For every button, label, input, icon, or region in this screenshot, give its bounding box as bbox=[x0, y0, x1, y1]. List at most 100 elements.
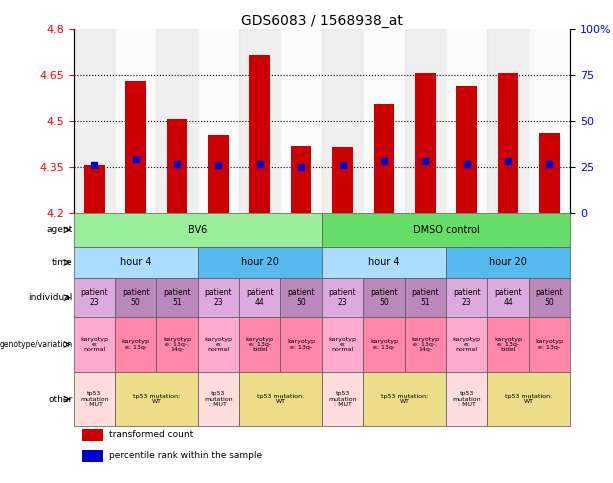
Text: karyotyp
e:
normal: karyotyp e: normal bbox=[329, 337, 357, 353]
Text: patient
51: patient 51 bbox=[163, 288, 191, 307]
Text: tp53
mutation
: MUT: tp53 mutation : MUT bbox=[328, 391, 357, 407]
Bar bbox=[82, 450, 102, 462]
Bar bbox=[322, 372, 363, 426]
Text: hour 4: hour 4 bbox=[368, 257, 400, 268]
Text: patient
50: patient 50 bbox=[536, 288, 563, 307]
Text: karyotyp
e: 13q-: karyotyp e: 13q- bbox=[370, 339, 398, 350]
Bar bbox=[322, 317, 363, 372]
Bar bbox=[197, 247, 322, 278]
Bar bbox=[332, 147, 353, 213]
Text: time: time bbox=[52, 258, 73, 267]
Bar bbox=[249, 55, 270, 213]
Text: BV6: BV6 bbox=[188, 225, 207, 235]
Bar bbox=[156, 317, 197, 372]
Text: patient
50: patient 50 bbox=[370, 288, 398, 307]
Bar bbox=[115, 278, 156, 317]
Bar bbox=[487, 317, 528, 372]
Text: tp53
mutation
: MUT: tp53 mutation : MUT bbox=[204, 391, 233, 407]
Text: DMSO control: DMSO control bbox=[413, 225, 479, 235]
Bar bbox=[197, 29, 239, 213]
Bar bbox=[281, 278, 322, 317]
Bar bbox=[322, 247, 446, 278]
Bar bbox=[197, 317, 239, 372]
Bar bbox=[74, 372, 115, 426]
Bar bbox=[239, 317, 281, 372]
Text: karyotyp
e: 13q-: karyotyp e: 13q- bbox=[121, 339, 150, 350]
Bar bbox=[74, 213, 322, 247]
Bar bbox=[82, 429, 102, 441]
Bar bbox=[239, 372, 322, 426]
Text: hour 20: hour 20 bbox=[489, 257, 527, 268]
Text: patient
50: patient 50 bbox=[122, 288, 150, 307]
Bar bbox=[528, 278, 570, 317]
Bar bbox=[446, 372, 487, 426]
Text: other: other bbox=[48, 395, 73, 404]
Bar bbox=[74, 29, 115, 213]
Text: karyotyp
e: 13q-: karyotyp e: 13q- bbox=[287, 339, 315, 350]
Bar bbox=[167, 119, 188, 213]
Text: patient
23: patient 23 bbox=[329, 288, 356, 307]
Bar bbox=[446, 247, 570, 278]
Bar bbox=[405, 278, 446, 317]
Text: patient
51: patient 51 bbox=[411, 288, 439, 307]
Bar bbox=[322, 213, 570, 247]
Text: patient
44: patient 44 bbox=[246, 288, 273, 307]
Bar bbox=[373, 104, 394, 213]
Bar bbox=[197, 372, 239, 426]
Bar bbox=[74, 247, 197, 278]
Bar bbox=[363, 278, 405, 317]
Bar bbox=[487, 278, 528, 317]
Text: karyotyp
e: 13q-,
14q-: karyotyp e: 13q-, 14q- bbox=[163, 337, 191, 353]
Text: patient
23: patient 23 bbox=[453, 288, 481, 307]
Bar bbox=[281, 317, 322, 372]
Text: karyotyp
e:
normal: karyotyp e: normal bbox=[204, 337, 232, 353]
Bar bbox=[446, 317, 487, 372]
Text: karyotyp
e: 13q-: karyotyp e: 13q- bbox=[535, 339, 563, 350]
Bar bbox=[528, 317, 570, 372]
Bar bbox=[115, 317, 156, 372]
Text: hour 20: hour 20 bbox=[241, 257, 279, 268]
Bar bbox=[498, 73, 519, 213]
Title: GDS6083 / 1568938_at: GDS6083 / 1568938_at bbox=[241, 14, 403, 28]
Text: agent: agent bbox=[47, 226, 73, 234]
Text: patient
44: patient 44 bbox=[494, 288, 522, 307]
Bar bbox=[115, 29, 156, 213]
Bar bbox=[156, 278, 197, 317]
Bar bbox=[363, 29, 405, 213]
Text: tp53
mutation
: MUT: tp53 mutation : MUT bbox=[80, 391, 109, 407]
Text: tp53
mutation
: MUT: tp53 mutation : MUT bbox=[452, 391, 481, 407]
Text: karyotyp
e:
normal: karyotyp e: normal bbox=[80, 337, 109, 353]
Bar bbox=[363, 317, 405, 372]
Bar bbox=[446, 278, 487, 317]
Text: tp53 mutation:
WT: tp53 mutation: WT bbox=[257, 394, 304, 404]
Text: transformed count: transformed count bbox=[109, 430, 193, 440]
Bar bbox=[115, 372, 197, 426]
Bar bbox=[74, 317, 115, 372]
Bar bbox=[405, 317, 446, 372]
Text: tp53 mutation:
WT: tp53 mutation: WT bbox=[381, 394, 428, 404]
Bar bbox=[208, 135, 229, 213]
Bar bbox=[363, 372, 446, 426]
Bar bbox=[74, 278, 115, 317]
Bar bbox=[291, 145, 311, 213]
Text: patient
50: patient 50 bbox=[287, 288, 315, 307]
Bar bbox=[456, 85, 477, 213]
Text: tp53 mutation:
WT: tp53 mutation: WT bbox=[505, 394, 552, 404]
Text: tp53 mutation:
WT: tp53 mutation: WT bbox=[133, 394, 180, 404]
Bar bbox=[281, 29, 322, 213]
Text: individual: individual bbox=[28, 293, 73, 302]
Text: karyotyp
e: 13q-,
14q-: karyotyp e: 13q-, 14q- bbox=[411, 337, 440, 353]
Text: karyotyp
e: 13q-
bidel: karyotyp e: 13q- bidel bbox=[494, 337, 522, 353]
Bar bbox=[487, 372, 570, 426]
Bar bbox=[322, 29, 363, 213]
Bar bbox=[84, 166, 105, 213]
Text: karyotyp
e: 13q-
bidel: karyotyp e: 13q- bidel bbox=[246, 337, 274, 353]
Text: hour 4: hour 4 bbox=[120, 257, 151, 268]
Text: karyotyp
e:
normal: karyotyp e: normal bbox=[452, 337, 481, 353]
Bar bbox=[197, 278, 239, 317]
Bar bbox=[528, 29, 570, 213]
Bar bbox=[405, 29, 446, 213]
Bar bbox=[239, 278, 281, 317]
Bar bbox=[125, 81, 146, 213]
Bar bbox=[415, 73, 436, 213]
